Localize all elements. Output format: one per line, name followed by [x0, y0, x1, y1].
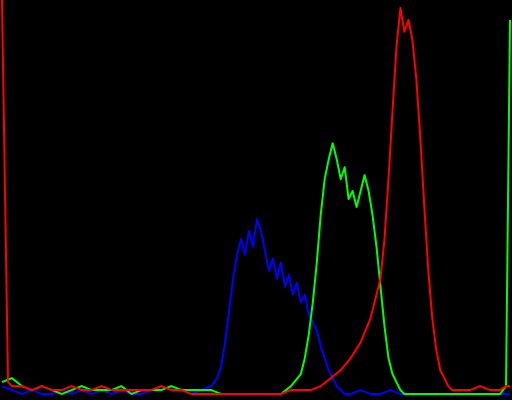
series-line-1: [1, 19, 511, 395]
